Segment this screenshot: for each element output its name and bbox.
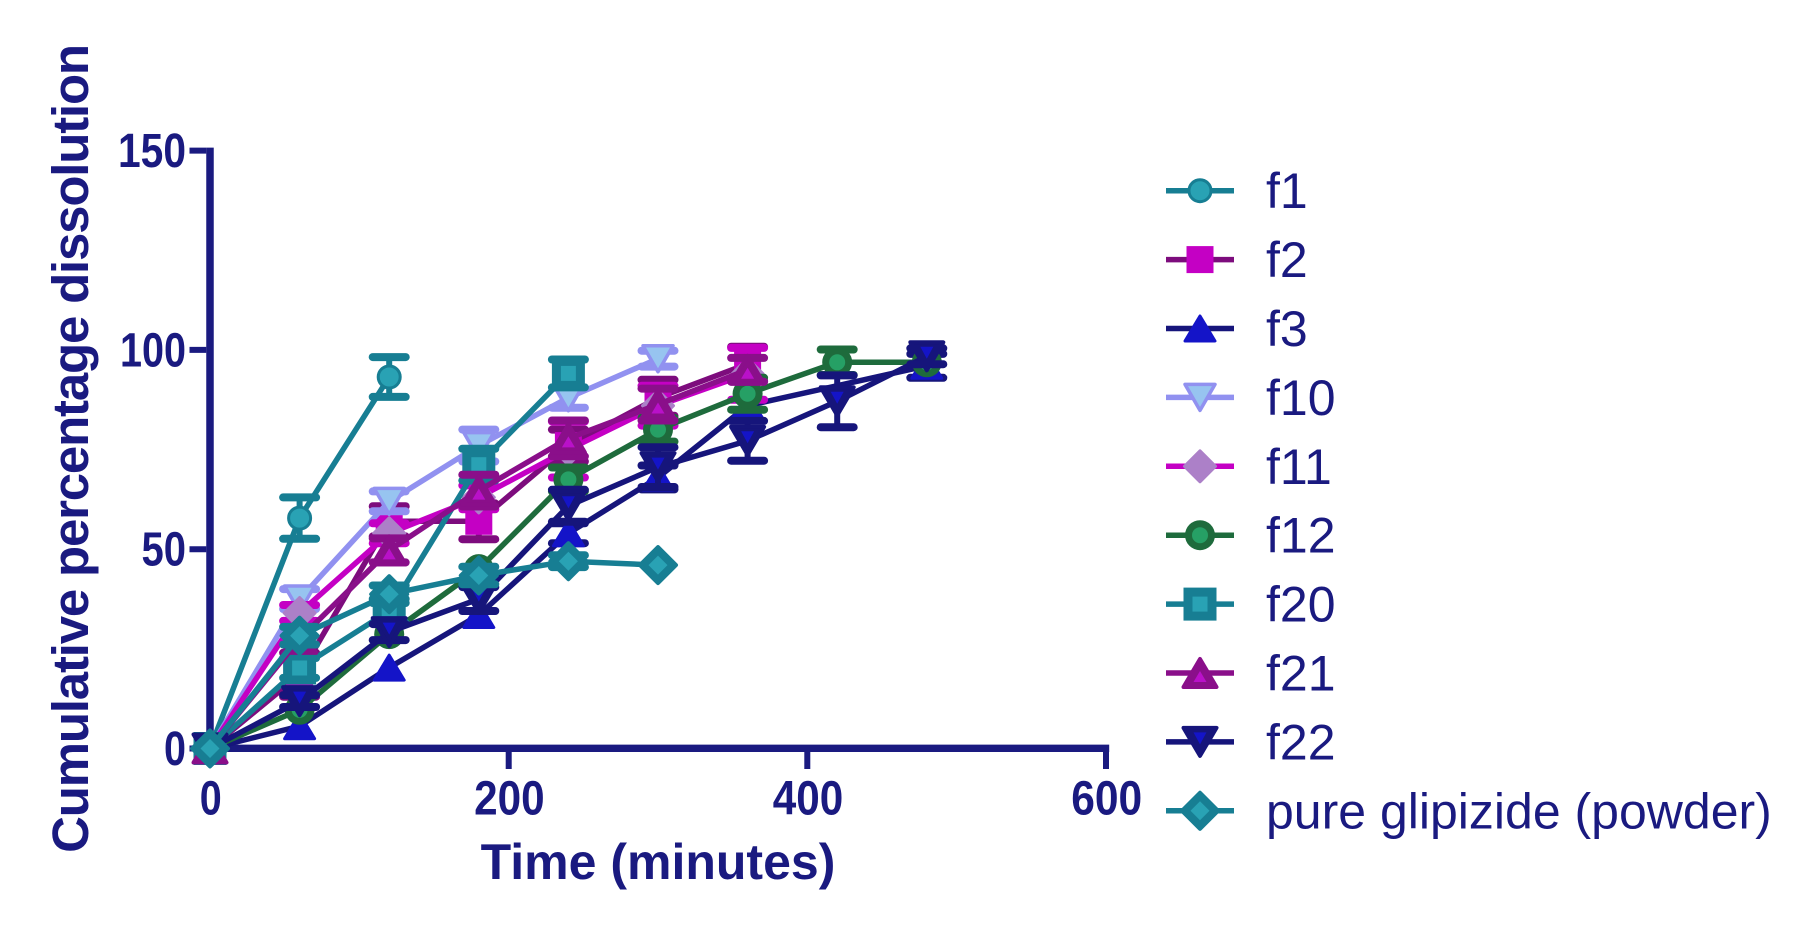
svg-text:pure glipizide (powder): pure glipizide (powder)	[1266, 783, 1772, 839]
svg-text:f3: f3	[1266, 301, 1308, 357]
svg-text:f21: f21	[1266, 646, 1336, 702]
svg-text:Time (minutes): Time (minutes)	[481, 834, 836, 890]
svg-text:f1: f1	[1266, 163, 1308, 219]
svg-text:0: 0	[164, 723, 186, 776]
svg-text:600: 600	[1071, 773, 1142, 826]
svg-text:150: 150	[118, 125, 186, 178]
svg-text:50: 50	[142, 524, 187, 577]
svg-text:400: 400	[773, 773, 844, 826]
svg-text:f12: f12	[1266, 508, 1336, 564]
svg-text:f20: f20	[1266, 577, 1336, 633]
svg-text:200: 200	[474, 773, 545, 826]
svg-text:f10: f10	[1266, 370, 1336, 426]
svg-text:Cumulative percentage dissolut: Cumulative percentage dissolution	[42, 45, 99, 853]
svg-text:100: 100	[120, 324, 186, 377]
svg-text:f2: f2	[1266, 232, 1308, 288]
svg-text:f11: f11	[1266, 439, 1332, 495]
svg-text:f22: f22	[1266, 714, 1336, 770]
svg-text:0: 0	[200, 773, 222, 826]
